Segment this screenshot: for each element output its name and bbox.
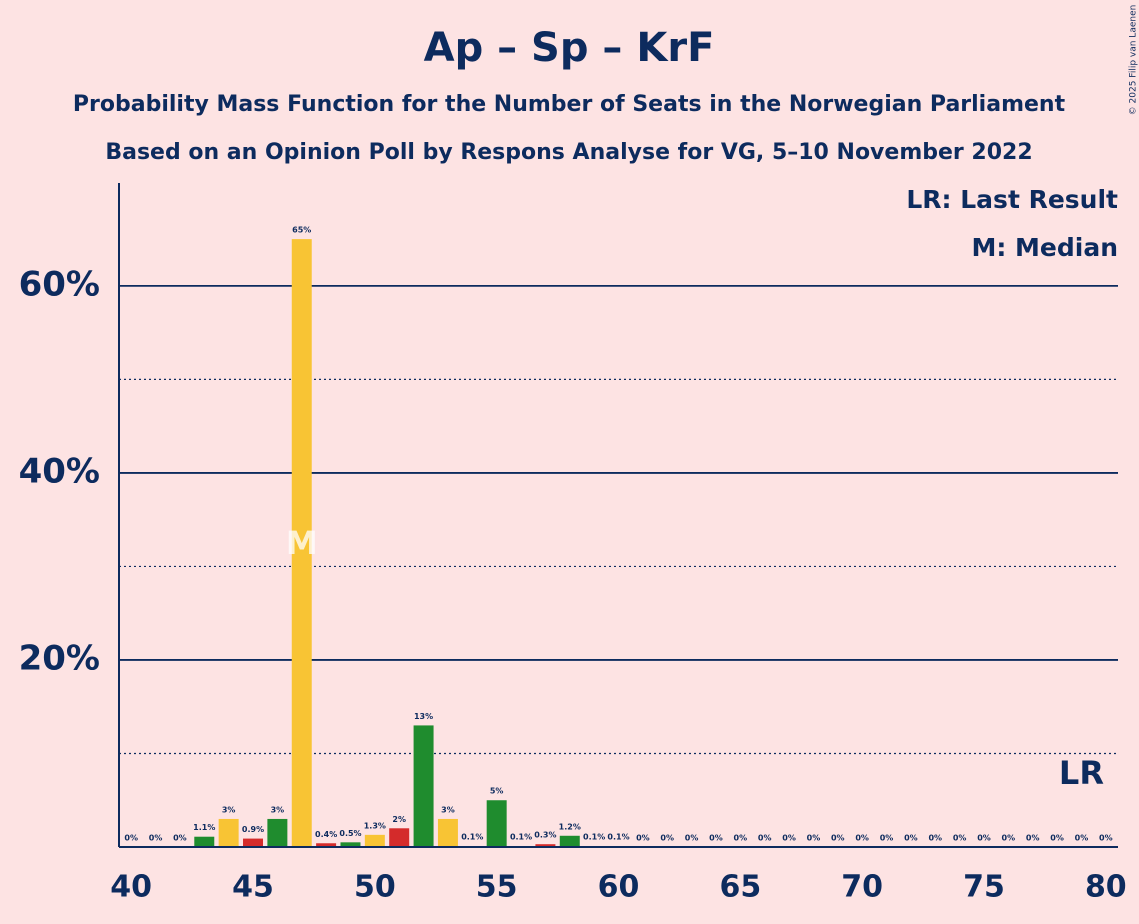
subtitle: Based on an Opinion Poll by Respons Anal…	[105, 140, 1032, 165]
x-tick-label: 65	[719, 870, 761, 905]
value-label: 3%	[222, 805, 236, 814]
bar	[340, 842, 361, 847]
value-label: 0.1%	[607, 833, 629, 842]
x-tick-label: 80	[1085, 870, 1127, 905]
value-label: 0%	[149, 834, 163, 843]
value-label: 0%	[782, 834, 796, 843]
value-label: 0%	[1050, 834, 1064, 843]
bar	[291, 239, 312, 847]
legend-entry: LR: Last Result	[906, 185, 1118, 214]
legend-entry: M: Median	[971, 233, 1118, 262]
value-label: 0.5%	[339, 829, 361, 838]
bar	[364, 834, 385, 847]
bar	[535, 844, 556, 847]
last-result-marker: LR	[1059, 754, 1104, 792]
value-label: 0.3%	[534, 831, 556, 840]
value-label: 0%	[807, 834, 821, 843]
value-label: 5%	[490, 787, 504, 796]
value-label: 0%	[758, 834, 772, 843]
bar	[486, 800, 507, 847]
y-tick-label: 60%	[19, 264, 100, 304]
x-tick-label: 45	[232, 870, 274, 905]
value-label: 0%	[953, 834, 967, 843]
bar	[194, 836, 215, 847]
bar	[413, 725, 434, 847]
y-tick-label: 40%	[19, 451, 100, 491]
value-label: 0.9%	[242, 825, 264, 834]
value-label: 3%	[441, 805, 455, 814]
value-label: 0%	[1026, 834, 1040, 843]
bar	[389, 828, 410, 847]
value-label: 0%	[660, 834, 674, 843]
value-label: 0%	[928, 834, 942, 843]
value-label: 0%	[1002, 834, 1016, 843]
copyright: © 2025 Filip van Laenen	[1129, 5, 1139, 116]
value-label: 0%	[1099, 834, 1113, 843]
value-label: 1.2%	[559, 822, 581, 831]
x-tick-label: 50	[354, 870, 396, 905]
value-label: 13%	[414, 712, 433, 721]
value-label: 1.3%	[364, 821, 386, 830]
value-label: 0%	[173, 834, 187, 843]
x-tick-label: 70	[841, 870, 883, 905]
value-label: 0%	[904, 834, 918, 843]
value-label: 3%	[271, 805, 285, 814]
bar	[218, 818, 239, 847]
x-tick-label: 55	[476, 870, 518, 905]
value-label: 0.1%	[461, 833, 483, 842]
value-label: 0%	[880, 834, 894, 843]
value-label: 0%	[685, 834, 699, 843]
bar	[267, 818, 288, 847]
bar	[316, 843, 337, 847]
median-marker: M	[286, 524, 318, 562]
value-label: 0%	[734, 834, 748, 843]
x-tick-label: 40	[110, 870, 152, 905]
value-label: 2%	[392, 815, 406, 824]
bar	[243, 838, 264, 847]
value-label: 0.1%	[510, 833, 532, 842]
x-tick-label: 75	[963, 870, 1005, 905]
value-label: 0%	[855, 834, 869, 843]
chart-title: Ap – Sp – KrF	[424, 25, 715, 71]
value-label: 0%	[709, 834, 723, 843]
value-label: 0%	[977, 834, 991, 843]
value-label: 0%	[124, 834, 138, 843]
subtitle: Probability Mass Function for the Number…	[73, 92, 1066, 117]
value-label: 0.1%	[583, 833, 605, 842]
value-label: 0%	[831, 834, 845, 843]
y-tick-label: 20%	[19, 638, 100, 678]
x-tick-label: 60	[598, 870, 640, 905]
bar	[437, 818, 458, 847]
bar	[559, 835, 580, 847]
value-label: 1.1%	[193, 823, 215, 832]
value-label: 0.4%	[315, 830, 337, 839]
value-label: 0%	[1075, 834, 1089, 843]
value-label: 0%	[636, 834, 650, 843]
value-label: 65%	[292, 226, 311, 235]
